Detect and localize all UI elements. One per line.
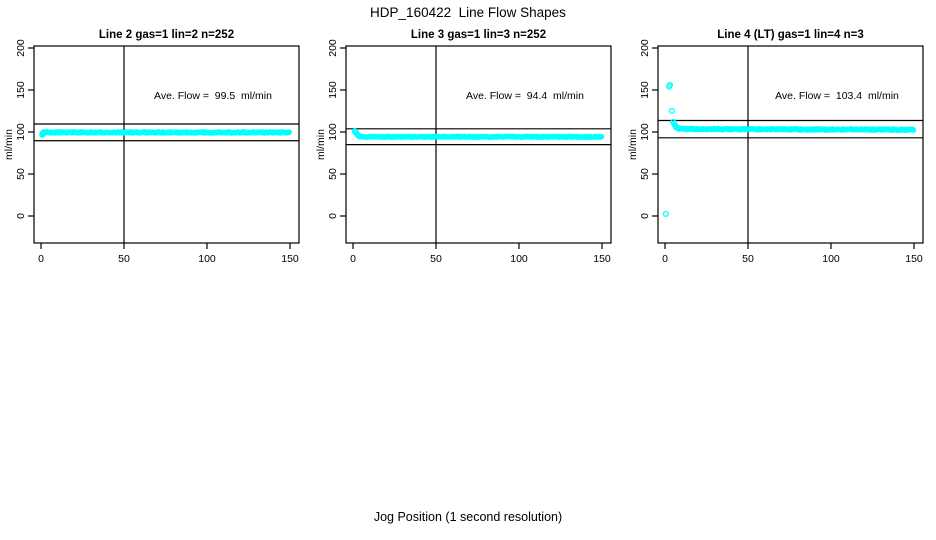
y-tick-label: 50: [15, 168, 27, 180]
y-tick-label: 100: [15, 123, 27, 141]
y-tick-label: 50: [639, 168, 651, 180]
figure-xlabel: Jog Position (1 second resolution): [373, 510, 563, 524]
y-tick-label: 150: [327, 81, 339, 99]
panel-title: Line 4 (LT) gas=1 lin=4 n=3: [717, 29, 863, 41]
y-tick-label: 200: [15, 39, 27, 57]
plot-box: [33, 45, 300, 244]
figure-title: HDP_160422 Line Flow Shapes: [370, 5, 566, 20]
y-tick-label: 0: [327, 213, 339, 219]
x-tick-label: 100: [198, 253, 216, 265]
panel-title: Line 3 gas=1 lin=3 n=252: [411, 29, 546, 41]
ave-flow-annotation: Ave. Flow = 99.5 ml/min: [154, 90, 272, 102]
x-tick-label: 150: [593, 253, 611, 265]
ave-flow-annotation: Ave. Flow = 103.4 ml/min: [775, 90, 899, 102]
x-tick-label: 100: [822, 253, 840, 265]
plot-box: [657, 45, 924, 244]
y-axis-label: ml/min: [3, 129, 15, 160]
y-tick-label: 150: [639, 81, 651, 99]
y-tick-label: 150: [15, 81, 27, 99]
y-tick-label: 100: [639, 123, 651, 141]
panels-row: Line 2 gas=1 lin=2 n=252 0 50 100 150 0 50 100 1…: [3, 29, 924, 265]
data-points: [662, 81, 917, 217]
data-points: [39, 129, 292, 138]
panel-title: Line 2 gas=1 lin=2 n=252: [99, 29, 234, 41]
x-tick-label: 50: [742, 253, 754, 265]
x-tick-label: 150: [905, 253, 923, 265]
x-tick-label: 150: [281, 253, 299, 265]
x-tick-label: 0: [38, 253, 44, 265]
panel-1-plot: Line 2 gas=1 lin=2 n=252 0 50 100 150 0 50 100 1…: [3, 29, 300, 265]
x-tick-label: 100: [510, 253, 528, 265]
y-tick-label: 50: [327, 168, 339, 180]
x-tick-label: 50: [430, 253, 442, 265]
x-tick-label: 50: [118, 253, 130, 265]
x-tick-label: 0: [662, 253, 668, 265]
x-tick-label: 0: [350, 253, 356, 265]
y-tick-label: 0: [15, 213, 27, 219]
y-axis-label: ml/min: [627, 129, 639, 160]
y-axis-label: ml/min: [315, 129, 327, 160]
y-tick-label: 0: [639, 213, 651, 219]
data-points: [351, 128, 605, 140]
y-tick-label: 200: [639, 39, 651, 57]
panel-2-plot: Line 3 gas=1 lin=3 n=252 0 50 100 150 0 50 100 1…: [315, 29, 612, 265]
y-tick-label: 200: [327, 39, 339, 57]
panel-3-plot: Line 4 (LT) gas=1 lin=4 n=3 0 50 100 150 0 50 1…: [627, 29, 924, 265]
y-tick-label: 100: [327, 123, 339, 141]
ave-flow-annotation: Ave. Flow = 94.4 ml/min: [466, 90, 584, 102]
